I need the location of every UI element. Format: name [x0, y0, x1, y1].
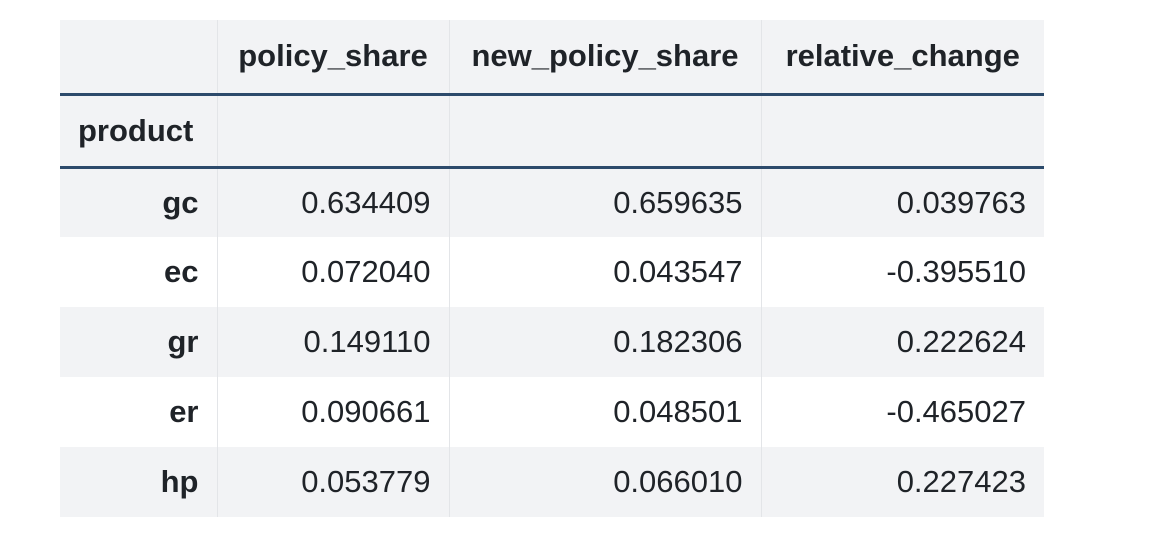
blank-corner-cell [60, 20, 218, 96]
row-index-cell: hp [60, 447, 218, 517]
table-header: policy_share new_policy_share relative_c… [60, 20, 1044, 169]
policy-share-cell: 0.053779 [217, 447, 450, 517]
new-policy-share-cell: 0.066010 [449, 447, 762, 517]
index-name-cell: product [60, 94, 218, 169]
relative-change-cell: -0.395510 [886, 254, 1026, 289]
dataframe-table: policy_share new_policy_share relative_c… [60, 20, 1044, 517]
table-row: gr 0.149110 0.182306 0.222624 [60, 307, 1044, 377]
row-index-cell: gc [60, 167, 218, 237]
policy-share-cell: 0.072040 [217, 237, 450, 307]
relative-change-cell: -0.465027 [886, 394, 1026, 429]
column-header-policy-share: policy_share [217, 20, 450, 96]
table-row: ec 0.072040 0.043547 -0.395510 [60, 237, 1044, 307]
row-index-cell: gr [60, 307, 218, 377]
dataframe-container: policy_share new_policy_share relative_c… [60, 20, 1044, 517]
empty-header-cell [449, 94, 762, 169]
new-policy-share-cell: 0.043547 [449, 237, 762, 307]
relative-change-cell: 0.227423 [896, 464, 1026, 499]
index-name-row: product [60, 94, 1044, 169]
relative-change-cell: 0.039763 [896, 184, 1026, 220]
relative-change-cell: 0.222624 [896, 324, 1026, 359]
column-header-row: policy_share new_policy_share relative_c… [60, 20, 1044, 96]
column-header-relative-change: relative_change [761, 20, 1044, 96]
new-policy-share-cell: 0.182306 [449, 307, 762, 377]
new-policy-share-cell: 0.048501 [449, 377, 762, 447]
table-row: gc 0.634409 0.659635 0.039763 [60, 167, 1044, 237]
new-policy-share-cell: 0.659635 [449, 167, 762, 237]
policy-share-cell: 0.149110 [217, 307, 450, 377]
policy-share-cell: 0.090661 [217, 377, 450, 447]
table-body: gc 0.634409 0.659635 0.039763 ec 0.07204… [60, 167, 1044, 517]
column-header-new-policy-share: new_policy_share [449, 20, 762, 96]
table-row: er 0.090661 0.048501 -0.465027 [60, 377, 1044, 447]
policy-share-cell: 0.634409 [217, 167, 450, 237]
empty-header-cell [217, 94, 450, 169]
table-row: hp 0.053779 0.066010 0.227423 [60, 447, 1044, 517]
row-index-cell: er [60, 377, 218, 447]
row-index-cell: ec [60, 237, 218, 307]
empty-header-cell [761, 94, 1044, 169]
